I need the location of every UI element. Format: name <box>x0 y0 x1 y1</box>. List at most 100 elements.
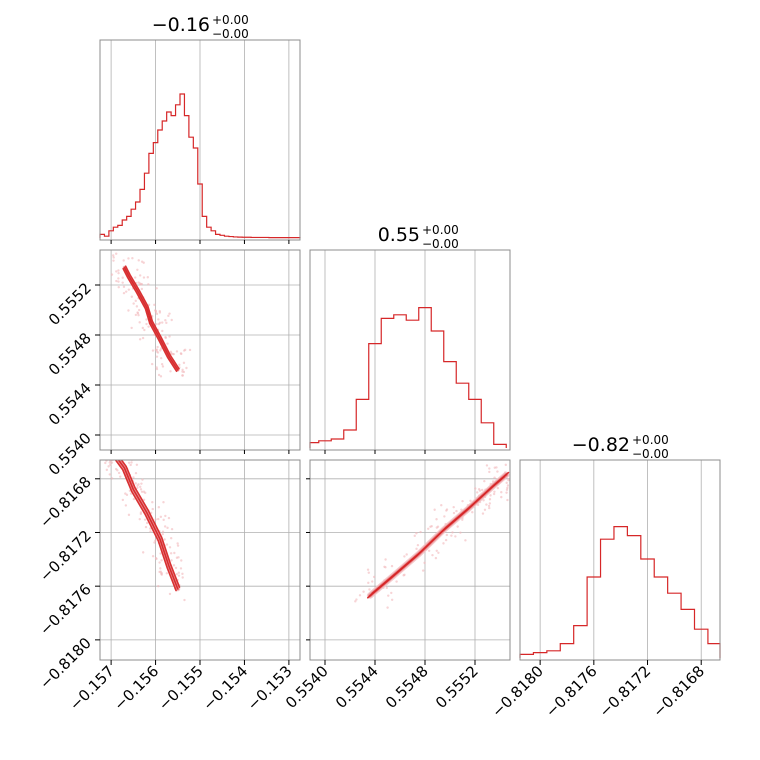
sample-point <box>147 325 150 328</box>
y-tick-label: −0.8176 <box>36 580 95 639</box>
sample-point <box>493 490 496 493</box>
sample-point <box>154 348 158 352</box>
sample-point <box>174 566 178 570</box>
sample-point <box>474 487 477 490</box>
sample-point <box>488 502 492 505</box>
sample-point <box>142 490 146 493</box>
sample-point <box>440 504 443 507</box>
sample-point <box>140 282 144 286</box>
sample-point <box>122 291 126 295</box>
sample-point <box>456 525 459 528</box>
sample-point <box>471 511 474 514</box>
sample-point <box>130 295 134 298</box>
sample-point <box>454 535 457 538</box>
sample-point <box>478 489 482 492</box>
sample-point <box>161 365 165 368</box>
x-tick-label: −0.154 <box>199 662 251 714</box>
sample-point <box>168 335 171 338</box>
sample-point <box>151 554 155 558</box>
sample-point <box>383 565 386 568</box>
sample-point <box>488 470 491 474</box>
sample-point <box>166 342 169 345</box>
sample-point <box>372 575 376 579</box>
x-tick-label: −0.155 <box>155 662 207 714</box>
sample-point <box>127 309 130 312</box>
sample-point <box>116 469 119 472</box>
sample-point <box>170 527 174 531</box>
sample-point <box>151 349 155 352</box>
param-title-lower: −0.00 <box>632 447 669 461</box>
density-panel-2 <box>99 457 301 661</box>
sample-point <box>485 503 488 506</box>
sample-point <box>354 600 357 603</box>
sample-point <box>366 568 370 571</box>
sample-point <box>146 276 150 279</box>
sample-point <box>416 543 420 547</box>
sample-point <box>127 513 131 517</box>
sample-point <box>177 556 180 559</box>
sample-point <box>144 525 148 529</box>
sample-point <box>172 564 176 567</box>
sample-point <box>384 558 387 561</box>
param-title-upper: +0.00 <box>422 223 459 237</box>
sample-point <box>170 559 173 562</box>
sample-point <box>134 313 138 317</box>
sample-point <box>122 259 125 262</box>
x-tick-label: −0.8168 <box>649 662 708 721</box>
sample-point <box>119 475 122 478</box>
sample-point <box>461 499 464 503</box>
sample-point <box>145 322 148 326</box>
y-tick-label: 0.5552 <box>45 279 95 329</box>
sample-point <box>385 586 389 590</box>
sample-point <box>154 518 157 521</box>
sample-point <box>125 493 129 497</box>
sample-point <box>169 552 173 555</box>
sample-point <box>154 309 157 312</box>
sample-point <box>172 352 175 356</box>
sample-point <box>145 318 148 321</box>
sample-point <box>124 290 128 293</box>
sample-point <box>137 483 140 486</box>
x-tick-label: −0.8180 <box>488 662 547 721</box>
sample-point <box>164 336 167 340</box>
sample-point <box>423 561 426 565</box>
sample-point <box>138 321 141 324</box>
x-tick-label: −0.8176 <box>542 662 601 721</box>
sample-point <box>160 559 163 562</box>
sample-point <box>168 312 171 315</box>
sample-point <box>445 509 448 512</box>
sample-point <box>493 476 496 479</box>
param-title-upper: +0.00 <box>632 433 669 447</box>
sample-point <box>181 576 184 579</box>
sample-point <box>130 326 133 330</box>
sample-point <box>464 539 467 542</box>
sample-point <box>175 572 179 576</box>
sample-point <box>108 473 111 476</box>
sample-point <box>154 539 157 542</box>
density-frame <box>309 459 511 661</box>
sample-point <box>141 478 144 481</box>
sample-point <box>403 555 406 558</box>
sample-point <box>461 518 464 521</box>
sample-point <box>115 270 118 273</box>
sample-point <box>500 495 503 499</box>
sample-point <box>185 366 188 370</box>
sample-point <box>133 457 135 459</box>
sample-point <box>459 531 462 534</box>
sample-point <box>129 463 132 467</box>
sample-point <box>104 461 107 465</box>
sample-point <box>112 254 115 257</box>
sample-point <box>150 362 154 366</box>
sample-point <box>141 336 145 340</box>
contour-line-core <box>369 473 508 597</box>
sample-point <box>143 518 147 521</box>
sample-point <box>488 498 492 501</box>
sample-point <box>427 527 430 530</box>
sample-point <box>110 461 114 464</box>
param-title: −0.82 <box>572 434 630 456</box>
sample-point <box>164 514 167 518</box>
sample-point <box>115 279 118 283</box>
sample-point <box>183 598 186 602</box>
sample-point <box>158 311 162 314</box>
sample-point <box>431 553 434 557</box>
